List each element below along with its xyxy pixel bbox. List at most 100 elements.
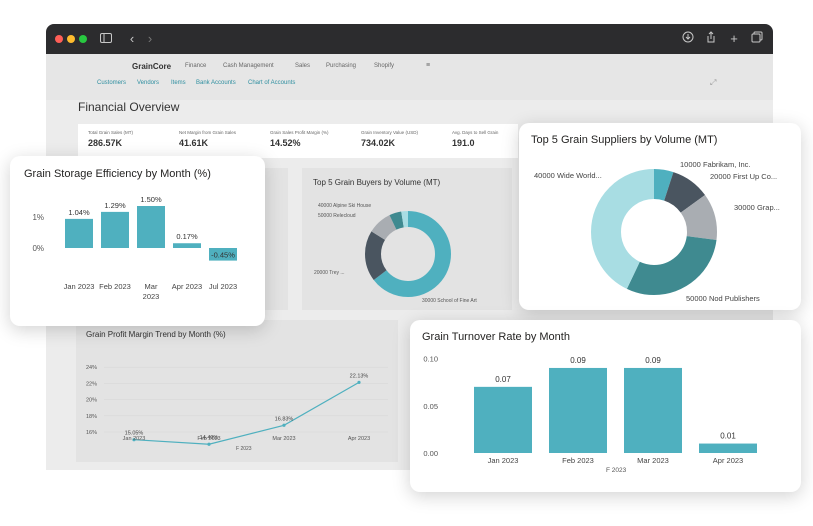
turnover-xtick: Mar 2023: [637, 456, 669, 465]
suppliers-donut: [591, 169, 717, 295]
buyers-label: 20000 Trey ...: [314, 270, 345, 276]
trend-ytick: 22%: [86, 381, 97, 387]
storage-efficiency-chart: 1% 0% 1.04% Jan 2023 1.29% Feb 2023 1.50% Mar20…: [32, 195, 237, 301]
turnover-bar: [549, 367, 607, 453]
supplier-label: 30000 Grap...: [734, 203, 780, 212]
storage-xtick: Jan 2023: [64, 282, 95, 291]
kpi-label: Grain Inventory Value (USD): [361, 130, 418, 135]
storage-xtick: Feb 2023: [99, 282, 131, 291]
supplier-slice: [591, 169, 717, 295]
storage-data-label: 0.17%: [176, 232, 198, 241]
turnover-data-label: 0.09: [645, 356, 661, 365]
kpi-label: Net Margin from Grain Sales: [179, 130, 237, 135]
profit-trend-title: Grain Profit Margin Trend by Month (%): [86, 330, 226, 339]
trend-point: [207, 442, 211, 446]
storage-data-label: 1.50%: [140, 195, 162, 204]
turnover-bar: [699, 443, 757, 453]
turnover-xtick: Apr 2023: [713, 456, 743, 465]
new-tab-icon[interactable]: +: [730, 31, 738, 46]
trend-xtick: Apr 2023: [348, 436, 370, 442]
kpi-value: 286.57K: [88, 138, 123, 148]
subnav-customers[interactable]: Customers: [97, 80, 127, 86]
nav-cash-management[interactable]: Cash Management: [223, 63, 274, 69]
storage-data-label: 1.04%: [68, 208, 90, 217]
kpi-profit-margin: Grain Sales Profit Margin (%) 14.52%: [270, 130, 329, 148]
profit-trend-card: Grain Profit Margin Trend by Month (%) 2…: [76, 320, 398, 462]
supplier-label: 10000 Fabrikam, Inc.: [680, 160, 751, 169]
tab-overview-icon[interactable]: [749, 31, 765, 47]
buyers-label: 50000 Relecloud: [318, 213, 356, 219]
kpi-strip: Total Grain Sales (MT) 286.57K Net Margi…: [78, 124, 518, 158]
storage-xtick: Mar: [145, 282, 158, 291]
forward-icon[interactable]: ›: [147, 31, 153, 46]
buyers-card: Top 5 Grain Buyers by Volume (MT) 40000 …: [302, 168, 512, 310]
buyers-slice: [365, 211, 451, 297]
turnover-ytick: 0.05: [423, 402, 438, 411]
buyers-label: 40000 Alpine Ski House: [318, 203, 372, 209]
buyers-slice: [365, 211, 451, 297]
minimize-window-button[interactable]: [67, 35, 75, 43]
storage-bar: [209, 248, 237, 261]
turnover-data-label: 0.07: [495, 375, 511, 384]
kpi-label: Total Grain Sales (MT): [88, 130, 134, 135]
turnover-title: Grain Turnover Rate by Month: [422, 331, 570, 343]
kpi-value: 734.02K: [361, 138, 396, 148]
turnover-xtick: Jan 2023: [488, 456, 519, 465]
supplier-label: 20000 First Up Co...: [710, 172, 778, 181]
menu-icon[interactable]: ≡: [426, 62, 431, 69]
supplier-label: 50000 Nod Publishers: [686, 294, 760, 303]
profit-trend-xaxis-title: F 2023: [236, 446, 252, 452]
subnav-bank-accounts[interactable]: Bank Accounts: [196, 80, 236, 86]
trend-data-label: 14.49%: [200, 435, 219, 441]
close-window-button[interactable]: [55, 35, 63, 43]
turnover-data-label: 0.09: [570, 356, 586, 365]
supplier-slice: [591, 169, 717, 295]
storage-ytick: 1%: [32, 213, 44, 222]
kpi-value: 191.0: [452, 138, 475, 148]
back-icon[interactable]: ‹: [129, 31, 135, 46]
buyers-donut: [365, 211, 451, 297]
trend-ytick: 20%: [86, 398, 97, 404]
maximize-window-button[interactable]: [79, 35, 87, 43]
profit-trend-chart: 24% 22% 20% 18% 16% 15.05%Jan 2023 14.49%Feb 2…: [86, 365, 388, 446]
storage-data-label: -0.45%: [211, 251, 235, 260]
sidebar-toggle-icon[interactable]: [98, 31, 114, 47]
trend-data-label: 22.13%: [350, 373, 369, 379]
trend-ytick: 16%: [86, 430, 97, 436]
turnover-ytick: 0.10: [423, 355, 438, 364]
turnover-chart: 0.10 0.05 0.00 0.07 Jan 2023 0.09 Feb 2023 0.09…: [423, 355, 757, 465]
kpi-label: Grain Sales Profit Margin (%): [270, 130, 329, 135]
download-icon[interactable]: [680, 31, 696, 47]
storage-bar: [101, 211, 129, 248]
subnav-vendors[interactable]: Vendors: [137, 80, 160, 86]
storage-bar: [65, 218, 93, 248]
storage-bar: [137, 206, 165, 248]
suppliers-card: Top 5 Grain Suppliers by Volume (MT) 100…: [519, 123, 801, 310]
kpi-days-to-sell: Avg. Days to Sell Grain 191.0: [452, 130, 498, 148]
nav-shopify[interactable]: Shopify: [374, 63, 395, 69]
trend-xtick: Feb 2023: [197, 436, 220, 442]
subnav-items[interactable]: Items: [171, 80, 186, 86]
supplier-slice: [591, 169, 717, 295]
turnover-ytick: 0.00: [423, 449, 438, 458]
trend-ytick: 18%: [86, 414, 97, 420]
subnav-chart-of-accounts[interactable]: Chart of Accounts: [248, 80, 296, 86]
nav-finance[interactable]: Finance: [185, 63, 207, 69]
trend-line: [133, 381, 360, 445]
storage-ytick: 0%: [32, 244, 44, 253]
storage-efficiency-card: Grain Storage Efficiency by Month (%) 1%…: [10, 156, 265, 326]
turnover-bar: [624, 367, 682, 453]
trend-xtick: Jan 2023: [123, 436, 146, 442]
nav-sales[interactable]: Sales: [295, 63, 311, 69]
trend-point: [132, 438, 136, 442]
turnover-bar: [474, 386, 532, 453]
trend-ytick: 24%: [86, 365, 97, 371]
nav-purchasing[interactable]: Purchasing: [326, 63, 357, 69]
kpi-value: 14.52%: [270, 138, 301, 148]
expand-icon[interactable]: ⤢: [710, 78, 717, 87]
suppliers-title: Top 5 Grain Suppliers by Volume (MT): [531, 134, 718, 146]
share-icon[interactable]: [703, 31, 719, 47]
turnover-xaxis-title: F 2023: [606, 467, 627, 474]
kpi-inventory-value: Grain Inventory Value (USD) 734.02K: [361, 130, 418, 148]
brand-name[interactable]: GrainCore: [132, 62, 172, 71]
